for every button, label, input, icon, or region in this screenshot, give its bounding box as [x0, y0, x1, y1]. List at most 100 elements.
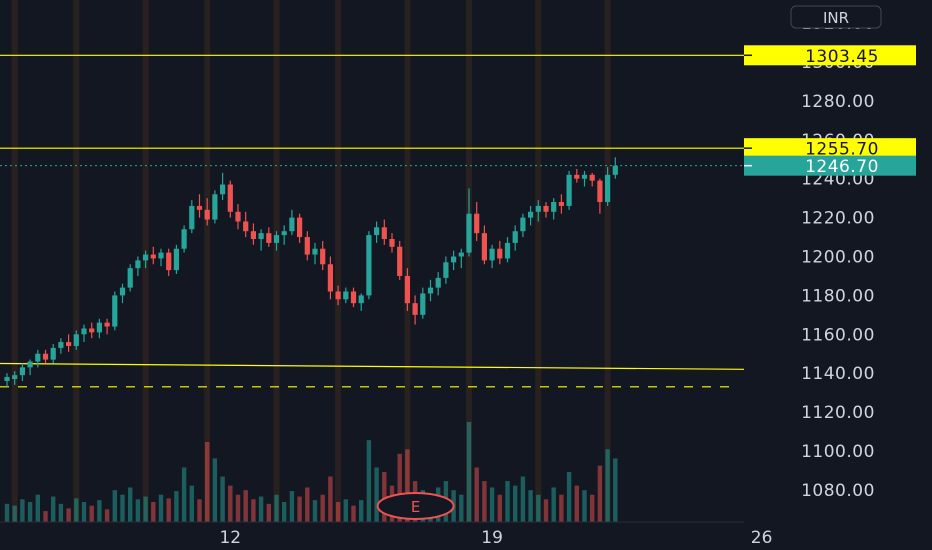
volume-bar	[505, 481, 510, 522]
candle-body	[173, 248, 179, 271]
candle	[366, 231, 372, 300]
candle	[27, 359, 33, 376]
price-badge-label: 1255.70	[805, 140, 879, 160]
price-tick-label: 1100.00	[801, 442, 875, 462]
volume-bar	[181, 467, 187, 522]
candle	[466, 188, 472, 257]
volume-bar	[174, 491, 179, 522]
candle-body	[589, 174, 595, 181]
candle	[397, 240, 403, 280]
candle	[196, 194, 203, 218]
candle-body	[35, 353, 41, 362]
candle	[581, 170, 588, 187]
candle-body	[143, 254, 149, 261]
horizontal-levels[interactable]	[0, 54, 745, 388]
candle	[135, 256, 141, 276]
candle-body	[558, 202, 564, 206]
session-band-0	[11, 0, 18, 522]
candle	[374, 221, 380, 243]
volume-bar	[243, 490, 248, 522]
volume-bar	[328, 476, 333, 522]
volume-bar	[582, 490, 587, 522]
volume-bar	[197, 499, 202, 522]
candle-body	[366, 235, 372, 296]
volume-bar	[51, 496, 56, 522]
price-badge-label: 1303.45	[805, 47, 879, 67]
volume-bar	[120, 494, 125, 522]
candle	[458, 248, 464, 269]
volume-bar	[551, 487, 556, 522]
candle	[181, 225, 187, 253]
candle	[58, 338, 64, 354]
candle-body	[443, 262, 449, 278]
time-tick-label: 19	[481, 528, 503, 548]
candle-body	[297, 217, 303, 238]
candle	[173, 244, 179, 275]
candle-body	[235, 211, 241, 222]
candle	[605, 167, 611, 206]
volume-bar	[613, 458, 618, 522]
price-badge-1255-70: 1255.70	[744, 138, 916, 160]
candle-body	[605, 174, 611, 203]
volume-bar	[605, 449, 610, 522]
candle-body	[397, 246, 403, 276]
candle-body	[389, 238, 395, 247]
volume-bar	[297, 496, 302, 522]
session-band-8	[535, 0, 542, 522]
volume-bar	[74, 498, 79, 522]
volume-bar	[574, 485, 579, 522]
candle-body	[535, 205, 541, 212]
candle	[297, 213, 303, 243]
candle-body	[104, 322, 110, 327]
earnings-marker[interactable]: E	[376, 492, 455, 520]
volume-bar	[212, 458, 218, 522]
session-band-3	[204, 0, 211, 522]
volume-bar	[312, 500, 318, 522]
candle-body	[504, 242, 511, 259]
candle-body	[204, 209, 210, 220]
candle	[12, 371, 18, 385]
volume-bar	[520, 476, 526, 522]
candle-body	[458, 252, 464, 257]
price-tick-label: 1180.00	[801, 286, 875, 306]
candle-body	[412, 303, 418, 315]
candle	[358, 293, 364, 311]
volume-bar	[266, 503, 271, 522]
volume-bar	[489, 487, 495, 522]
candle-body	[212, 194, 218, 220]
candle-body	[404, 275, 410, 304]
candle	[597, 178, 603, 214]
candle	[289, 209, 295, 236]
volume-bar	[343, 499, 348, 522]
candle-body	[42, 353, 49, 360]
candle	[435, 272, 441, 296]
candle	[112, 291, 118, 331]
volume-bar	[112, 490, 117, 522]
candle	[19, 363, 25, 381]
session-band-9	[604, 0, 611, 522]
price-badge-label: 1246.70	[805, 157, 879, 177]
price-tick-label: 1220.00	[801, 209, 875, 229]
price-axis-panel[interactable]	[744, 0, 932, 522]
volume-bar	[235, 494, 241, 522]
candle	[389, 233, 395, 253]
candle-body	[181, 229, 187, 249]
volume-bar	[305, 487, 310, 522]
candle-body	[358, 295, 364, 304]
candle	[589, 172, 595, 187]
session-band-6	[404, 0, 411, 522]
candle-body	[497, 248, 503, 259]
time-tick-label: 26	[751, 528, 773, 548]
currency-button[interactable]: INR	[790, 5, 882, 29]
candle	[189, 200, 195, 234]
volume-bar	[466, 422, 472, 522]
candle	[320, 240, 326, 271]
candle-body	[19, 367, 25, 376]
volume-bar	[320, 494, 325, 522]
candle-body	[551, 202, 557, 212]
candle	[220, 172, 226, 201]
volume-bar	[35, 494, 40, 522]
candle-body	[427, 287, 434, 294]
volume-bar	[228, 485, 233, 522]
